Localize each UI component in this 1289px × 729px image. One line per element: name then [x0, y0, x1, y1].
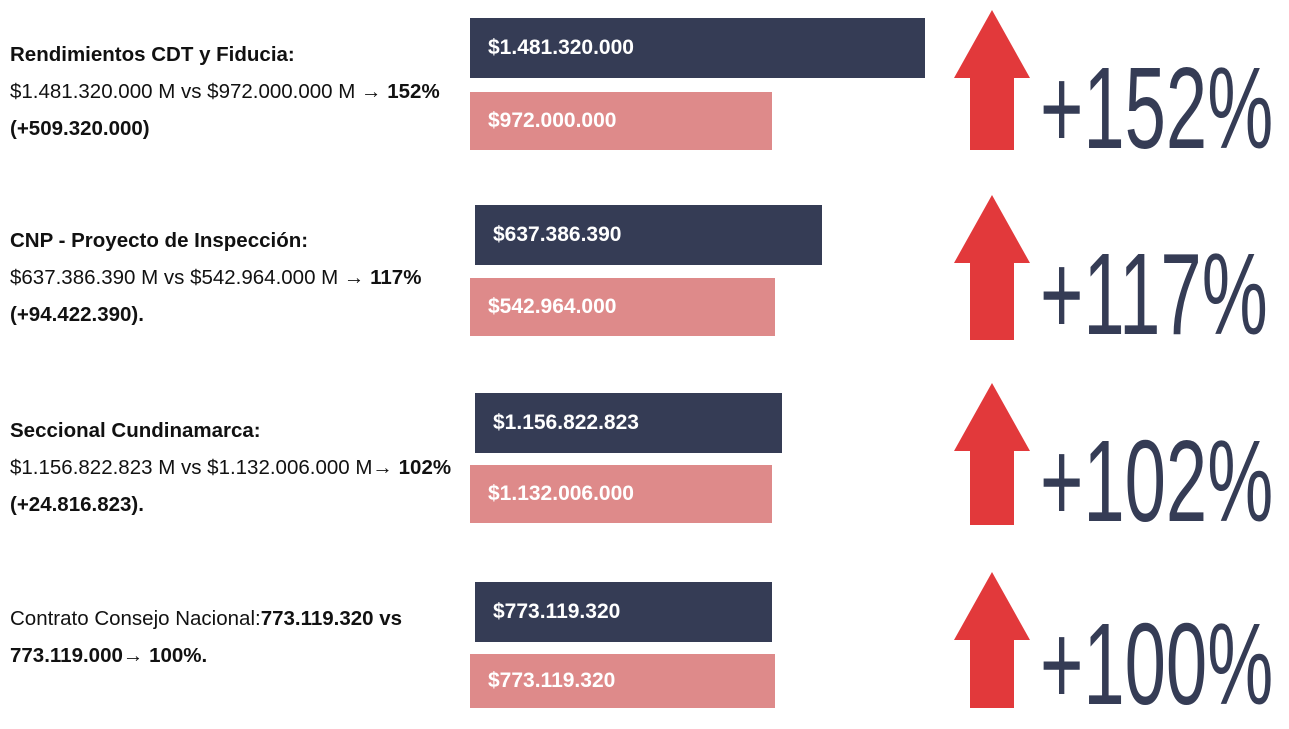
text: →: [122, 644, 150, 667]
bold-text: 152% (+509.320.000): [10, 80, 440, 140]
bold-text: Rendimientos CDT y Fiducia:: [10, 43, 295, 66]
percent: +100%: [1040, 599, 1274, 729]
bar-top: $1.156.822.823: [475, 393, 782, 453]
bold-text: 102% (+24.816.823).: [10, 456, 452, 516]
bold-text: 117% (+94.422.390).: [10, 266, 422, 326]
bold-text: 100%.: [149, 644, 208, 667]
up-arrow: [954, 572, 1030, 708]
bold-text: 773.119.320 vs 773.119.000: [10, 607, 403, 667]
percent: +152%: [1040, 43, 1274, 173]
row-text: Rendimientos CDT y Fiducia: $1.481.320.00…: [10, 36, 455, 147]
page: (() => { const data = JSON.parse(documen…: [10, 10, 1274, 722]
bar-top: $773.119.320: [475, 582, 772, 642]
up-arrow: [954, 10, 1030, 150]
bar-bottom: $972.000.000: [470, 92, 772, 150]
up-arrow: [954, 195, 1030, 340]
row-text: Seccional Cundinamarca: $1.156.822.823 M …: [10, 412, 455, 523]
percent: +102%: [1040, 416, 1274, 546]
bold-text: Seccional Cundinamarca:: [10, 419, 261, 442]
row-text: CNP - Proyecto de Inspección: $637.386.39…: [10, 222, 455, 333]
text: $1.481.320.000 M vs $972.000.000 M →: [10, 80, 388, 103]
text: $637.386.390 M vs $542.964.000 M →: [10, 266, 371, 289]
bar-bottom: $542.964.000: [470, 278, 775, 336]
bar-top: $1.481.320.000: [470, 18, 925, 78]
bar-bottom: $773.119.320: [470, 654, 775, 708]
arrows: [954, 10, 1030, 708]
percent: +117%: [1040, 229, 1268, 359]
bold-text: CNP - Proyecto de Inspección:: [10, 229, 309, 252]
text: Contrato Consejo Nacional:: [10, 607, 261, 630]
bar-top: $637.386.390: [475, 205, 822, 265]
up-arrow: [954, 383, 1030, 525]
bar-bottom: $1.132.006.000: [470, 465, 772, 523]
row-text: Contrato Consejo Nacional:773.119.320 vs…: [10, 600, 455, 674]
text: $1.156.822.823 M vs $1.132.006.000 M→: [10, 456, 399, 479]
